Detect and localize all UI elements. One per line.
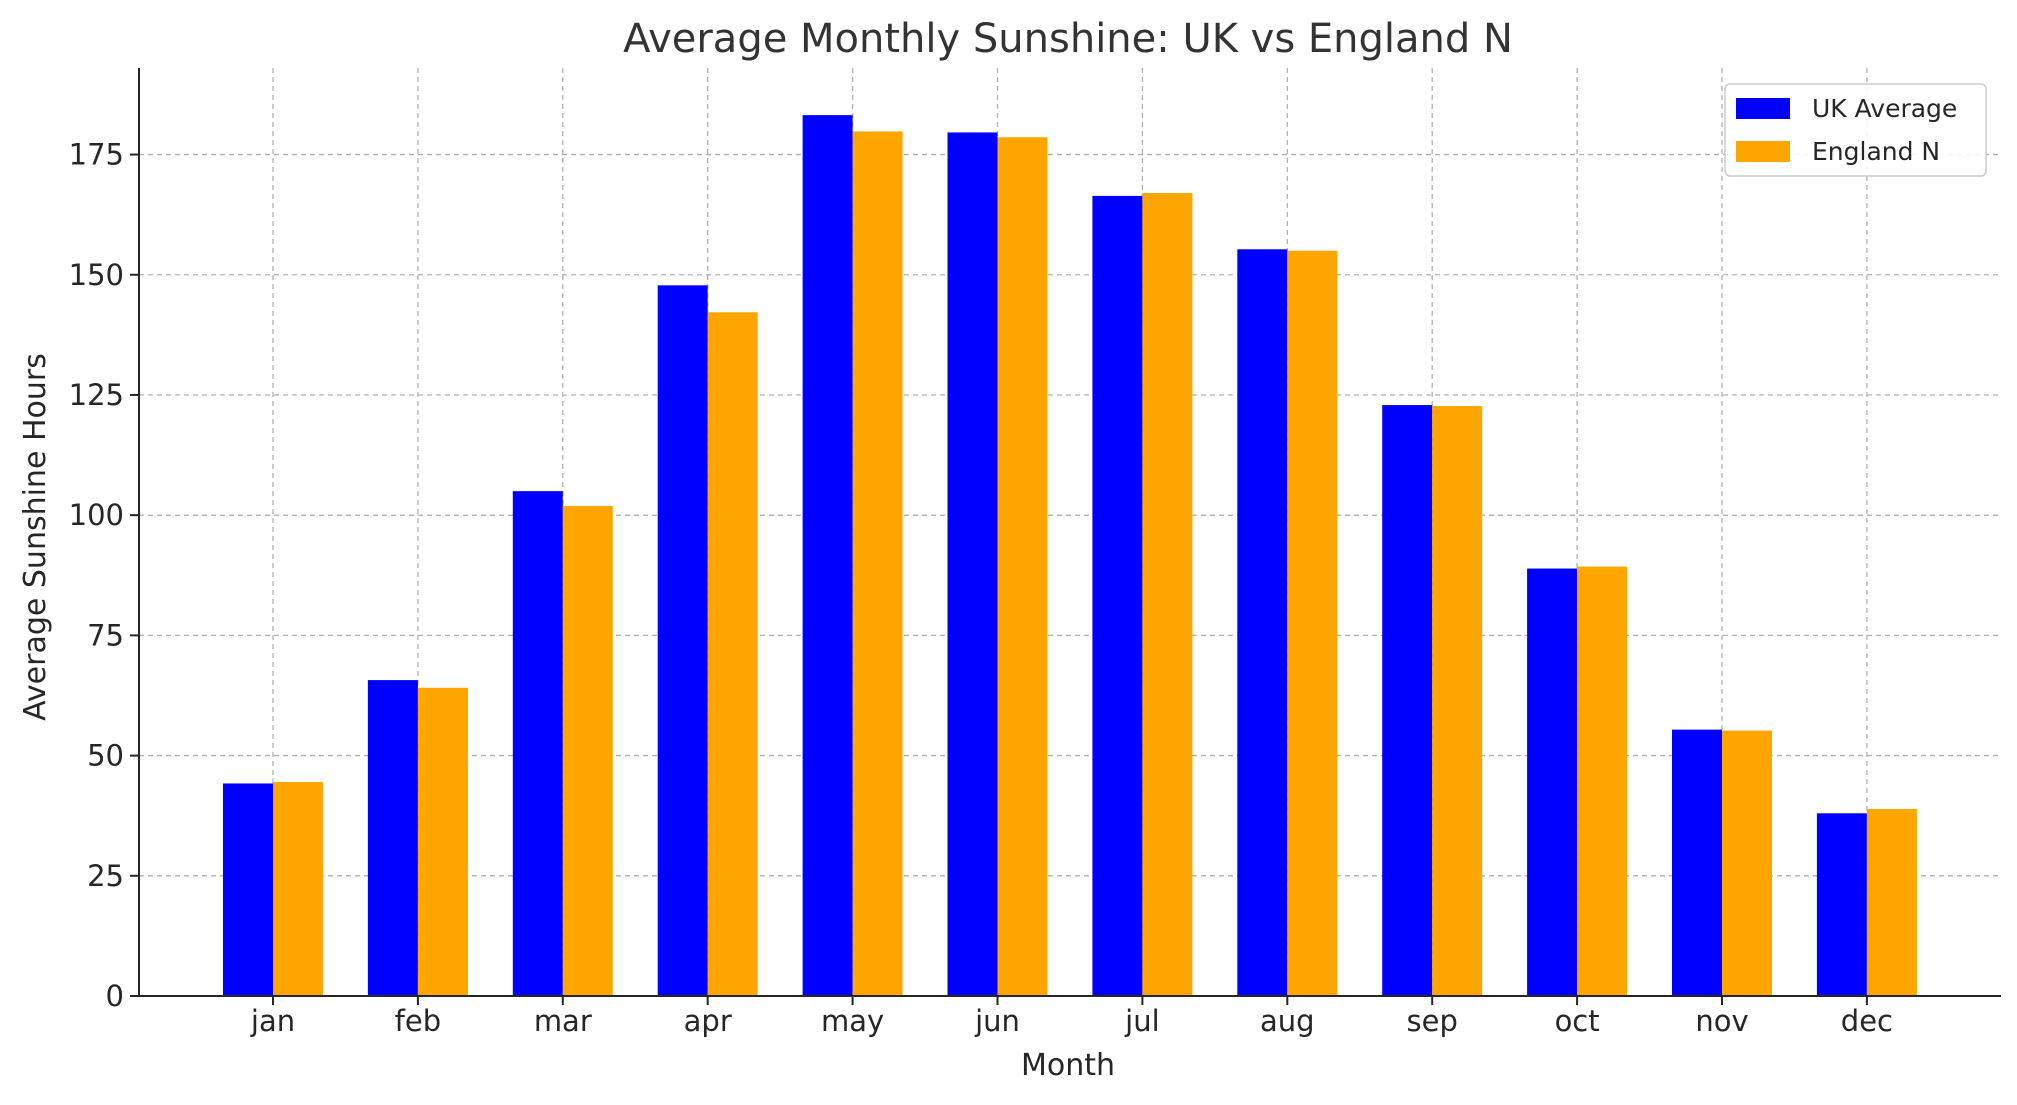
y-tick-label: 50 <box>87 739 124 773</box>
legend-label-uk-average: UK Average <box>1812 94 1957 123</box>
legend: UK Average England N <box>1724 83 1987 177</box>
x-tick-label-jul: jul <box>1124 1004 1160 1038</box>
x-tick-label-feb: feb <box>395 1004 441 1038</box>
y-tick-label: 100 <box>69 498 124 532</box>
bar-uk-average-dec <box>1816 813 1867 996</box>
x-tick-label-oct: oct <box>1555 1004 1600 1038</box>
ticks-layer: 0 25 50 75 100 125 150 175 jan feb mar apr may jun jul… <box>69 138 1893 1038</box>
axes-layer <box>138 68 2001 997</box>
x-axis-label: Month <box>1021 1048 1115 1083</box>
bar-england-n-feb <box>417 687 468 996</box>
bar-england-n-jul <box>1142 193 1193 996</box>
bar-uk-average-mar <box>512 491 563 996</box>
bar-england-n-apr <box>707 312 758 997</box>
bar-uk-average-apr <box>657 285 708 996</box>
y-tick-label: 25 <box>87 859 124 893</box>
bar-england-n-may <box>852 131 903 997</box>
x-tick-label-jan: jan <box>250 1004 295 1038</box>
y-axis-label: Average Sunshine Hours <box>18 353 53 721</box>
chart-title: Average Monthly Sunshine: UK vs England … <box>623 16 1513 62</box>
y-tick-label: 0 <box>106 979 124 1013</box>
bar-uk-average-jun <box>947 132 998 996</box>
y-tick-label: 75 <box>87 618 124 652</box>
x-tick-label-sep: sep <box>1407 1004 1458 1038</box>
legend-label-england-n: England N <box>1812 137 1940 166</box>
bar-uk-average-jan <box>223 783 273 996</box>
x-tick-label-dec: dec <box>1841 1004 1893 1038</box>
bar-uk-average-feb <box>367 680 418 996</box>
x-tick-label-jun: jun <box>974 1004 1020 1038</box>
bar-uk-average-sep <box>1382 405 1433 996</box>
y-tick-label: 150 <box>69 258 124 292</box>
legend-swatch-england-n <box>1736 141 1790 162</box>
x-tick-label-mar: mar <box>534 1004 592 1038</box>
legend-frame <box>1724 83 1987 177</box>
x-tick-label-may: may <box>821 1004 884 1038</box>
bar-england-n-dec <box>1866 808 1917 996</box>
bar-uk-average-aug <box>1237 249 1288 997</box>
bar-uk-average-oct <box>1527 568 1578 996</box>
bar-england-n-jan <box>273 782 323 996</box>
y-tick-label: 125 <box>69 378 124 412</box>
x-tick-label-aug: aug <box>1260 1004 1315 1038</box>
x-tick-label-apr: apr <box>684 1004 732 1038</box>
bar-uk-average-nov <box>1672 729 1722 996</box>
bar-england-n-mar <box>562 506 613 996</box>
bar-england-n-nov <box>1722 730 1772 996</box>
bar-uk-average-may <box>802 115 853 997</box>
bar-england-n-jun <box>997 137 1048 996</box>
bar-uk-average-jul <box>1092 195 1143 996</box>
bar-england-n-sep <box>1432 406 1483 996</box>
x-tick-label-nov: nov <box>1695 1004 1748 1038</box>
bars-layer <box>223 115 1917 997</box>
y-tick-label: 175 <box>69 138 124 172</box>
legend-swatch-uk-average <box>1736 98 1790 119</box>
bar-england-n-aug <box>1287 250 1338 996</box>
bar-england-n-oct <box>1577 566 1628 996</box>
